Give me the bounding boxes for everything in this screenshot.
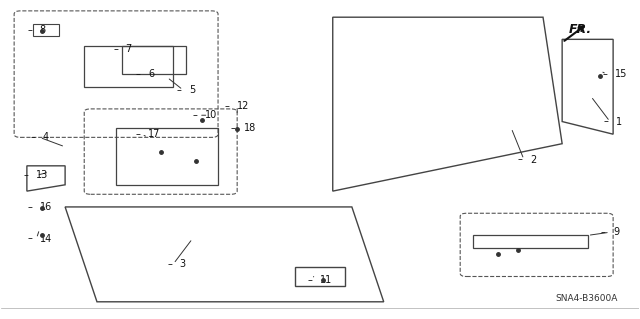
Text: –: –: [231, 123, 236, 133]
Text: –: –: [602, 69, 607, 79]
Text: 9: 9: [613, 227, 620, 237]
Text: 13: 13: [36, 170, 49, 180]
Text: –: –: [177, 85, 182, 95]
Bar: [122, 46, 186, 74]
Text: –: –: [600, 227, 605, 237]
Text: 14: 14: [40, 234, 52, 243]
Text: 6: 6: [148, 69, 154, 79]
Text: 3: 3: [180, 259, 186, 269]
Text: –: –: [307, 275, 312, 285]
Text: 4: 4: [43, 132, 49, 142]
Bar: [33, 24, 59, 36]
Text: –: –: [604, 116, 609, 127]
Text: 18: 18: [244, 123, 256, 133]
Text: 10: 10: [205, 110, 218, 120]
Text: –: –: [167, 259, 172, 269]
Text: 1: 1: [616, 116, 623, 127]
Text: –: –: [30, 132, 35, 142]
Text: 16: 16: [40, 202, 52, 212]
Text: –: –: [113, 44, 118, 54]
Text: –: –: [225, 101, 230, 111]
Text: 15: 15: [615, 69, 627, 79]
Text: –: –: [27, 234, 32, 243]
Text: –: –: [27, 202, 32, 212]
Text: 12: 12: [237, 101, 250, 111]
Text: –: –: [518, 154, 523, 165]
Text: –: –: [27, 25, 32, 35]
Text: FR.: FR.: [568, 23, 591, 36]
Text: SNA4-B3600A: SNA4-B3600A: [556, 294, 618, 303]
Bar: [473, 235, 588, 248]
Text: 11: 11: [320, 275, 332, 285]
Text: 8: 8: [40, 25, 45, 35]
Text: 5: 5: [189, 85, 196, 95]
Text: –: –: [136, 69, 140, 79]
Text: –: –: [24, 170, 29, 180]
Text: 17: 17: [148, 129, 161, 139]
Text: –: –: [136, 129, 140, 139]
Text: 7: 7: [125, 44, 132, 54]
Text: –: –: [193, 110, 198, 120]
Bar: [84, 46, 173, 87]
Text: 2: 2: [531, 154, 536, 165]
